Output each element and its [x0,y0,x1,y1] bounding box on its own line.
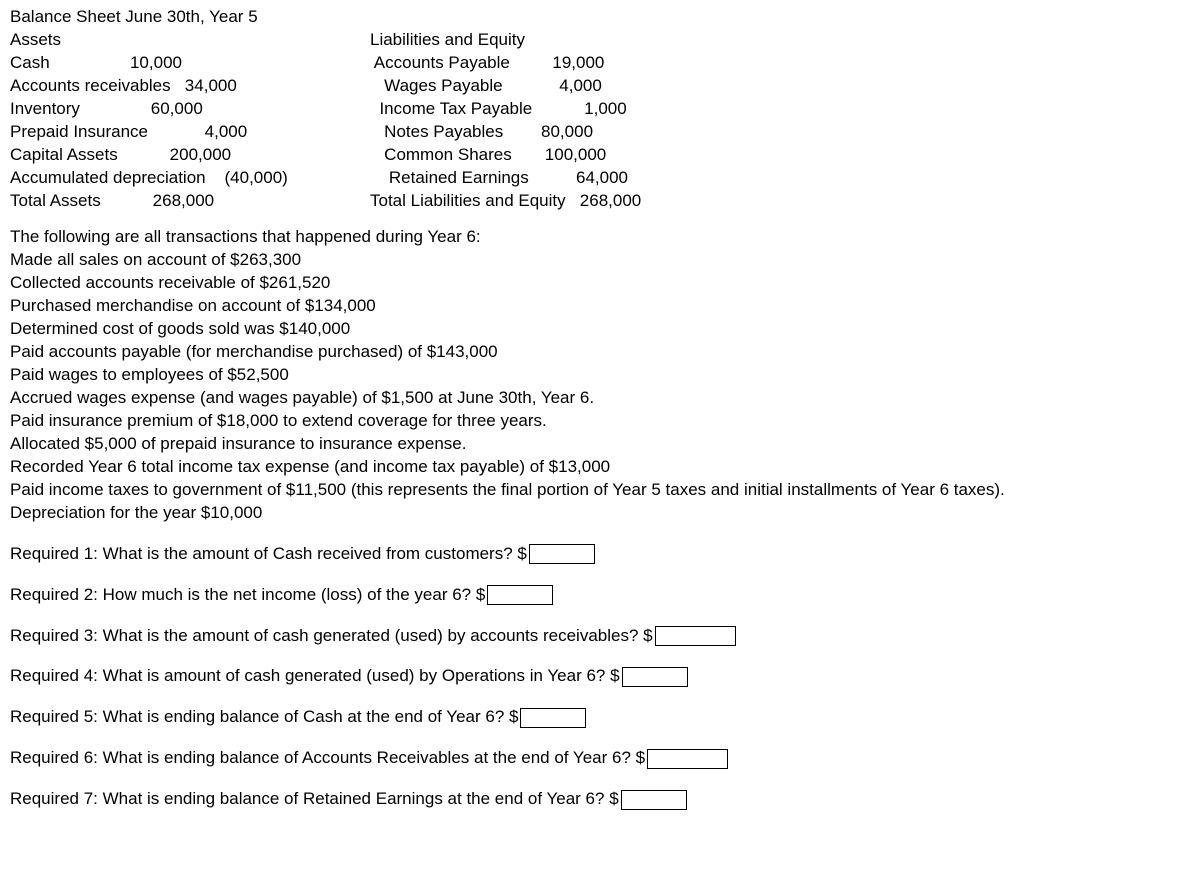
liability-row: Total Liabilities and Equity 268,000 [370,190,790,213]
liability-row: Wages Payable 4,000 [370,75,790,98]
question-4: Required 4: What is amount of cash gener… [10,665,1190,688]
answer-input-5[interactable] [520,708,586,728]
question-5: Required 5: What is ending balance of Ca… [10,706,1190,729]
liability-row: Accounts Payable 19,000 [370,52,790,75]
asset-row: Cash 10,000 [10,52,370,75]
transaction-line: Purchased merchandise on account of $134… [10,295,1190,318]
question-text: Required 6: What is ending balance of Ac… [10,747,645,770]
question-6: Required 6: What is ending balance of Ac… [10,747,1190,770]
asset-row: Total Assets 268,000 [10,190,370,213]
question-2: Required 2: How much is the net income (… [10,584,1190,607]
transaction-line: Paid income taxes to government of $11,5… [10,479,1190,502]
answer-input-2[interactable] [487,585,553,605]
assets-header: Assets [10,29,370,52]
page-title: Balance Sheet June 30th, Year 5 [10,6,1190,29]
liabilities-column: Liabilities and Equity Accounts Payable … [370,29,790,213]
answer-input-6[interactable] [647,749,728,769]
answer-input-1[interactable] [529,544,595,564]
transaction-line: Allocated $5,000 of prepaid insurance to… [10,433,1190,456]
assets-column: Assets Cash 10,000 Accounts receivables … [10,29,370,213]
question-1: Required 1: What is the amount of Cash r… [10,543,1190,566]
answer-input-3[interactable] [655,626,736,646]
transaction-line: Made all sales on account of $263,300 [10,249,1190,272]
answer-input-7[interactable] [621,790,687,810]
transaction-line: Paid wages to employees of $52,500 [10,364,1190,387]
question-text: Required 2: How much is the net income (… [10,584,485,607]
liability-row: Retained Earnings 64,000 [370,167,790,190]
transaction-line: Paid insurance premium of $18,000 to ext… [10,410,1190,433]
question-text: Required 4: What is amount of cash gener… [10,665,620,688]
answer-input-4[interactable] [622,667,688,687]
question-7: Required 7: What is ending balance of Re… [10,788,1190,811]
transaction-line: Recorded Year 6 total income tax expense… [10,456,1190,479]
asset-row: Inventory 60,000 [10,98,370,121]
transaction-line: Determined cost of goods sold was $140,0… [10,318,1190,341]
balance-sheet: Assets Cash 10,000 Accounts receivables … [10,29,1190,213]
transactions-header: The following are all transactions that … [10,226,1190,249]
transaction-line: Depreciation for the year $10,000 [10,502,1190,525]
liabilities-header: Liabilities and Equity [370,29,790,52]
transaction-line: Paid accounts payable (for merchandise p… [10,341,1190,364]
asset-row: Accounts receivables 34,000 [10,75,370,98]
liability-row: Income Tax Payable 1,000 [370,98,790,121]
asset-row: Prepaid Insurance 4,000 [10,121,370,144]
question-text: Required 5: What is ending balance of Ca… [10,706,518,729]
transaction-line: Accrued wages expense (and wages payable… [10,387,1190,410]
liability-row: Common Shares 100,000 [370,144,790,167]
transaction-line: Collected accounts receivable of $261,52… [10,272,1190,295]
question-text: Required 3: What is the amount of cash g… [10,625,653,648]
asset-row: Accumulated depreciation (40,000) [10,167,370,190]
liability-row: Notes Payables 80,000 [370,121,790,144]
question-text: Required 7: What is ending balance of Re… [10,788,619,811]
asset-row: Capital Assets 200,000 [10,144,370,167]
question-text: Required 1: What is the amount of Cash r… [10,543,527,566]
transactions-section: The following are all transactions that … [10,226,1190,524]
question-3: Required 3: What is the amount of cash g… [10,625,1190,648]
